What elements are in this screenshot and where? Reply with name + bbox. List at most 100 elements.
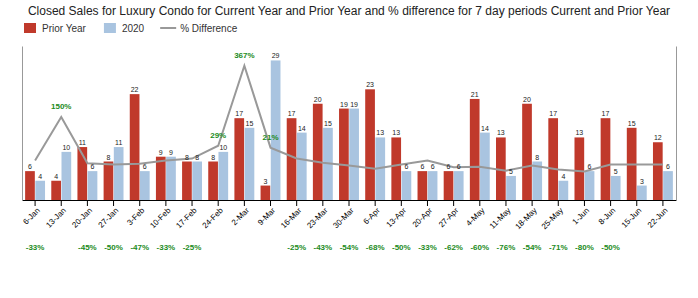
x-tick-mark	[322, 200, 323, 206]
bar	[182, 162, 192, 201]
line-label: -50%	[392, 243, 411, 252]
x-tick-mark	[192, 200, 193, 206]
x-tick-mark	[87, 200, 88, 206]
legend-label: % Difference	[180, 23, 238, 34]
bar-label: 8	[195, 154, 199, 161]
bar-label: 15	[628, 120, 636, 127]
line-label: -54%	[340, 243, 359, 252]
bar	[140, 171, 150, 200]
x-tick: 13-Apr	[385, 200, 409, 229]
bar-series	[35, 60, 673, 200]
x-tick: 15-Jun	[620, 200, 644, 230]
line	[35, 66, 663, 172]
x-tick-label: 27-Apr	[437, 206, 461, 230]
line-label: -33%	[26, 243, 45, 252]
line-label: -68%	[366, 243, 385, 252]
x-tick: 22-Jun	[646, 200, 670, 230]
bar	[25, 171, 35, 200]
x-tick: 30-Mar	[331, 200, 356, 230]
bar	[192, 162, 202, 201]
bar-label: 6	[404, 163, 408, 170]
x-tick-label: 25-May	[540, 206, 565, 231]
bar-label: 12	[654, 134, 662, 141]
bar	[218, 152, 228, 200]
y-axis	[22, 47, 23, 201]
x-tick: 20-Apr	[411, 200, 435, 229]
x-tick-label: 1-Jun	[571, 206, 592, 227]
x-tick-label: 6-Jan	[21, 206, 42, 227]
bar-label: 15	[246, 120, 254, 127]
bar-label: 6	[143, 163, 147, 170]
x-tick-mark	[218, 200, 219, 206]
x-tick-mark	[349, 200, 350, 206]
line-label: 21%	[263, 133, 279, 142]
bar-label: 11	[79, 139, 86, 146]
line-label: -60%	[470, 243, 489, 252]
data-labels: 6411822988173172019231366211320171317151…	[26, 51, 670, 252]
x-tick-label: 15-Jun	[620, 206, 644, 230]
bar-label: 6	[420, 163, 424, 170]
x-tick-mark	[244, 200, 245, 206]
x-tick-label: 13-Jan	[44, 206, 68, 230]
bar-label: 13	[376, 129, 384, 136]
x-tick: 24-Feb	[201, 200, 226, 230]
line-label: -45%	[78, 243, 97, 252]
bar-label: 6	[447, 163, 451, 170]
bar-label: 17	[235, 110, 243, 117]
x-tick: 2-Mar	[230, 200, 251, 227]
bar-label: 19	[350, 101, 358, 108]
bar-label: 6	[457, 163, 461, 170]
bar-label: 20	[314, 96, 322, 103]
x-tick-label: 23-Mar	[305, 206, 330, 231]
x-tick-mark	[375, 200, 376, 206]
line-label: -33%	[418, 243, 437, 252]
x-tick: 1-Jun	[571, 200, 592, 226]
bar	[506, 176, 516, 200]
bar	[166, 157, 176, 200]
legend-swatch	[104, 23, 116, 33]
bar	[444, 171, 454, 200]
x-tick-mark	[610, 200, 611, 206]
line-label: -25%	[183, 243, 202, 252]
bar-label: 5	[509, 168, 513, 175]
bar-label: 13	[497, 129, 505, 136]
line-label: -62%	[444, 243, 463, 252]
x-tick-label: 30-Mar	[331, 206, 356, 231]
x-tick-mark	[427, 200, 428, 206]
bar-label: 17	[288, 110, 296, 117]
x-tick: 16-Mar	[279, 200, 304, 230]
x-tick-label: 18-May	[514, 206, 539, 231]
bar	[454, 171, 464, 200]
line-label: 367%	[234, 51, 254, 60]
x-tick-mark	[636, 200, 637, 206]
x-tick-mark	[662, 200, 663, 206]
bar-label: 3	[263, 178, 267, 185]
x-tick-label: 8-Jun	[597, 206, 618, 227]
bar	[234, 118, 244, 200]
x-tick-mark	[35, 200, 36, 206]
x-tick-mark	[479, 200, 480, 206]
bar	[104, 162, 114, 201]
bar-label: 14	[298, 125, 306, 132]
x-tick: 6-Apr	[362, 200, 382, 226]
x-tick-mark	[558, 200, 559, 206]
x-tick: 9-Mar	[256, 200, 277, 227]
x-tick-label: 11-May	[488, 206, 513, 231]
bar-label: 17	[549, 110, 557, 117]
bar	[637, 186, 647, 200]
bar-label: 4	[561, 173, 565, 180]
bar-label: 4	[38, 173, 42, 180]
bar	[365, 89, 375, 200]
line-label: -50%	[601, 243, 620, 252]
bar	[574, 137, 584, 200]
legend-item: % Difference	[160, 23, 238, 34]
line-label: -43%	[313, 243, 332, 252]
bar-series	[25, 89, 663, 200]
x-tick: 11-May	[488, 200, 513, 231]
line-label: -25%	[287, 243, 306, 252]
bar-label: 10	[219, 144, 227, 151]
x-tick: 17-Feb	[174, 200, 199, 230]
bar	[245, 128, 255, 200]
x-tick: 6-Jan	[21, 200, 42, 226]
x-tick-mark	[296, 200, 297, 206]
